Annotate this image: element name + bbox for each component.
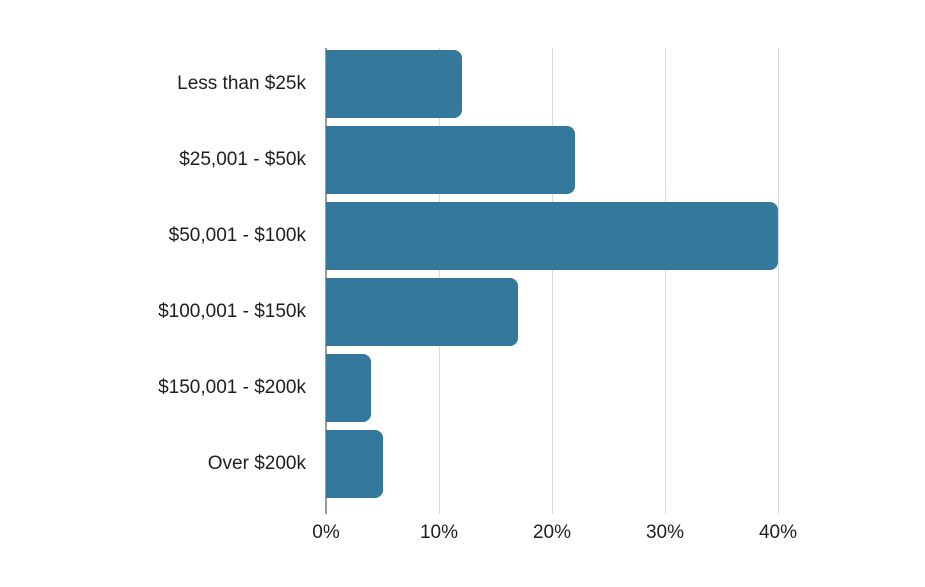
gridline	[778, 48, 779, 514]
x-tick-label: 10%	[419, 522, 459, 543]
category-label: Over $200k	[207, 453, 306, 474]
plot-area: 0% 10% 20% 30% 40% Less than $25k $25,001 - $5…	[158, 48, 797, 543]
bar-1	[326, 50, 462, 118]
gridline	[665, 48, 666, 514]
gridline	[552, 48, 553, 514]
x-tick-label: 20%	[532, 522, 572, 543]
category-label: Less than $25k	[177, 73, 306, 94]
bar-3	[326, 202, 778, 270]
bar-2	[326, 126, 575, 194]
category-label: $50,001 - $100k	[168, 225, 306, 246]
x-tick-label: 40%	[758, 522, 798, 543]
x-tick-label: 0%	[312, 522, 340, 543]
bar-6	[326, 430, 383, 498]
category-label: $150,001 - $200k	[158, 377, 306, 398]
x-tick-label: 30%	[645, 522, 685, 543]
bar-4	[326, 278, 519, 346]
category-label: $25,001 - $50k	[179, 149, 306, 170]
bar-5	[326, 354, 372, 422]
category-label: $100,001 - $150k	[158, 301, 306, 322]
